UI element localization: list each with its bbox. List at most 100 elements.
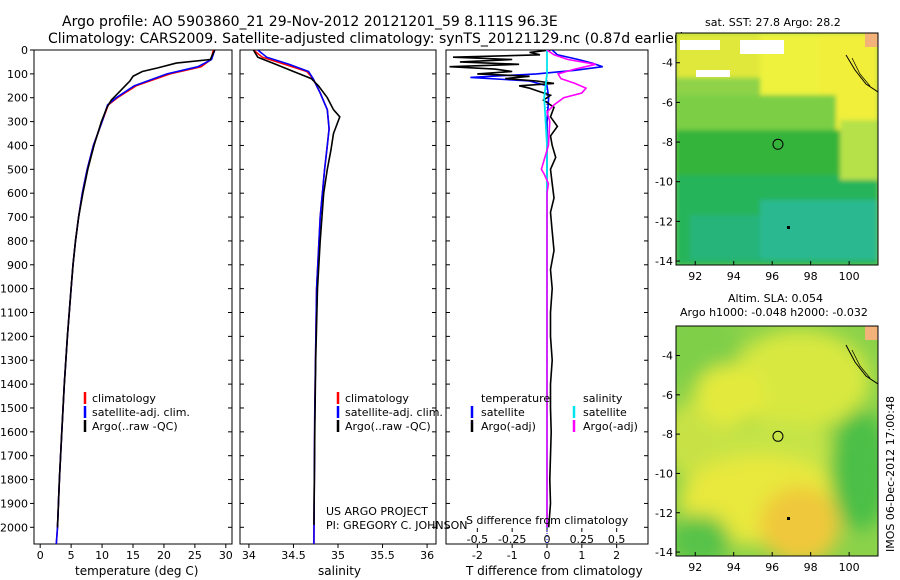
salinity-legend-satellite: satellite-adj. clim. — [345, 406, 443, 419]
slaTicks-lat-label: -14 — [655, 546, 673, 559]
slaTicks-lon-label: 100 — [839, 561, 860, 574]
diffTicks-tick-label: 2 — [613, 549, 620, 562]
credit-pi: PI: GREGORY C. JOHNSON — [326, 519, 467, 532]
salTicks-tick-label: 36 — [420, 549, 434, 562]
diffTicks-tick-label: -0.25 — [498, 533, 526, 546]
depth-tick-label: 100 — [7, 68, 28, 81]
sst-field — [676, 33, 878, 265]
difference-legend-t-argo: Argo(-adj) — [481, 420, 536, 433]
slaTicks-lat-label: -10 — [655, 467, 673, 480]
tempTicks-tick-label: 0 — [37, 549, 44, 562]
salinity-xlabel: salinity — [318, 564, 361, 578]
salinity-plot-frame — [239, 49, 437, 545]
sst-map — [676, 33, 878, 265]
depth-tick-label: 500 — [7, 163, 28, 176]
sstTicks-lon-label: 100 — [839, 270, 860, 283]
diffTicks-tick-label: 0.5 — [608, 533, 626, 546]
salinity-satellite-line — [257, 50, 330, 544]
sst-coastline — [851, 57, 871, 87]
depth-tick-label: 2000 — [0, 521, 28, 534]
slaTicks-lat-label: -6 — [662, 389, 673, 402]
sstTicks-lat-label: -10 — [655, 176, 673, 189]
salTicks-tick-label: 34.5 — [281, 549, 306, 562]
salinity-lines — [252, 50, 341, 544]
sstTicks-lat-label: -12 — [655, 215, 673, 228]
diffTicks-tick-label: -1 — [507, 549, 518, 562]
depth-tick-label: 600 — [7, 187, 28, 200]
salinity-legend-argo: Argo(..raw -QC) — [345, 420, 431, 433]
depth-tick-label: 800 — [7, 235, 28, 248]
sst-no-data-patch — [740, 40, 784, 54]
sst-land-patch — [865, 33, 878, 47]
credit-project: US ARGO PROJECT — [326, 505, 428, 518]
depth-tick-label: 1300 — [0, 354, 28, 367]
temperature-legend-satellite: satellite-adj. clim. — [92, 406, 190, 419]
salinity-legend-climatology: climatology — [345, 392, 409, 405]
sst-map-title: sat. SST: 27.8 Argo: 28.2 — [705, 16, 841, 29]
temperature-lines — [55, 50, 216, 544]
diffTicks-tick-label: -2 — [472, 549, 483, 562]
depth-tick-label: 200 — [7, 92, 28, 105]
temperature-legend-climatology: climatology — [92, 392, 156, 405]
depth-tick-label: 1500 — [0, 402, 28, 415]
depth-tick-label: 1100 — [0, 307, 28, 320]
temperature-xlabel: temperature (deg C) — [75, 564, 198, 578]
depth-tick-label: 1000 — [0, 283, 28, 296]
diffTicks-tick-label: 1 — [578, 549, 585, 562]
slaTicks-lat-label: -4 — [662, 349, 673, 362]
salTicks-tick-label: 35 — [331, 549, 345, 562]
figure-title-line2: Climatology: CARS2009. Satellite-adjuste… — [48, 31, 685, 47]
salinity-legend: climatology satellite-adj. clim. Argo(..… — [336, 392, 443, 433]
depth-tick-label: 1700 — [0, 450, 28, 463]
salinity-argo-line — [252, 50, 341, 525]
sstTicks-lat-label: -6 — [662, 96, 673, 109]
slaTicks-lon-label: 94 — [727, 561, 741, 574]
sst-argo-position-marker — [772, 138, 784, 150]
timestamp-label: IMOS 06-Dec-2012 17:00:48 — [884, 396, 897, 552]
slaTicks-lon-label: 96 — [765, 561, 779, 574]
slaTicks-lon-label: 92 — [688, 561, 702, 574]
sst-no-data-patch — [696, 70, 730, 77]
temperature-satellite-line — [55, 50, 216, 544]
difference-lines — [449, 50, 603, 528]
temperature-argo-diff-line — [449, 50, 559, 528]
figure-title-line1: Argo profile: AO 5903860_21 29-Nov-2012 … — [62, 14, 558, 30]
sla-land-patch — [865, 326, 878, 340]
sla-map-title: Altim. SLA: 0.054 — [728, 292, 823, 305]
difference-legend-salinity-header: salinity — [583, 392, 623, 405]
temperature-legend: climatology satellite-adj. clim. Argo(..… — [83, 392, 190, 433]
sla-coastline — [851, 349, 871, 379]
slaTicks-lon-label: 98 — [804, 561, 818, 574]
tempTicks-tick-label: 20 — [157, 549, 171, 562]
tempTicks-tick-label: 30 — [219, 549, 233, 562]
diffTicks-tick-label: 0 — [544, 549, 551, 562]
temperature-x-axis: 0 5 10 15 20 25 30 — [37, 544, 233, 562]
difference-xlabel-salinity: S difference from climatology — [466, 514, 629, 527]
depth-tick-label: 700 — [7, 211, 28, 224]
difference-xlabel-temperature: T difference from climatology — [465, 564, 643, 578]
temperature-legend-argo: Argo(..raw -QC) — [92, 420, 178, 433]
depth-tick-label: 300 — [7, 116, 28, 129]
salTicks-tick-label: 35.5 — [370, 549, 395, 562]
salTicks-tick-label: 34 — [242, 549, 256, 562]
sst-no-data-patch — [680, 40, 720, 50]
tempTicks-tick-label: 25 — [188, 549, 202, 562]
sst-island-marker — [787, 226, 790, 229]
temperature-climatology-line — [55, 50, 215, 544]
sla-argo-position-marker — [772, 430, 784, 442]
depth-tick-label: 1900 — [0, 497, 28, 510]
depth-tick-label: 400 — [7, 139, 28, 152]
sstTicks-lon-label: 96 — [765, 270, 779, 283]
slaTicks-lat-label: -8 — [662, 428, 673, 441]
depth-tick-label: 1400 — [0, 378, 28, 391]
sstTicks-lon-label: 98 — [804, 270, 818, 283]
sstTicks-lat-label: -8 — [662, 136, 673, 149]
sla-map — [676, 326, 878, 556]
sla-map-frame — [675, 325, 879, 557]
sstTicks-lat-label: -14 — [655, 255, 673, 268]
difference-legend-s-satellite: satellite — [583, 406, 627, 419]
temperature-plot-frame — [33, 49, 233, 545]
sla-coastline — [845, 344, 878, 385]
